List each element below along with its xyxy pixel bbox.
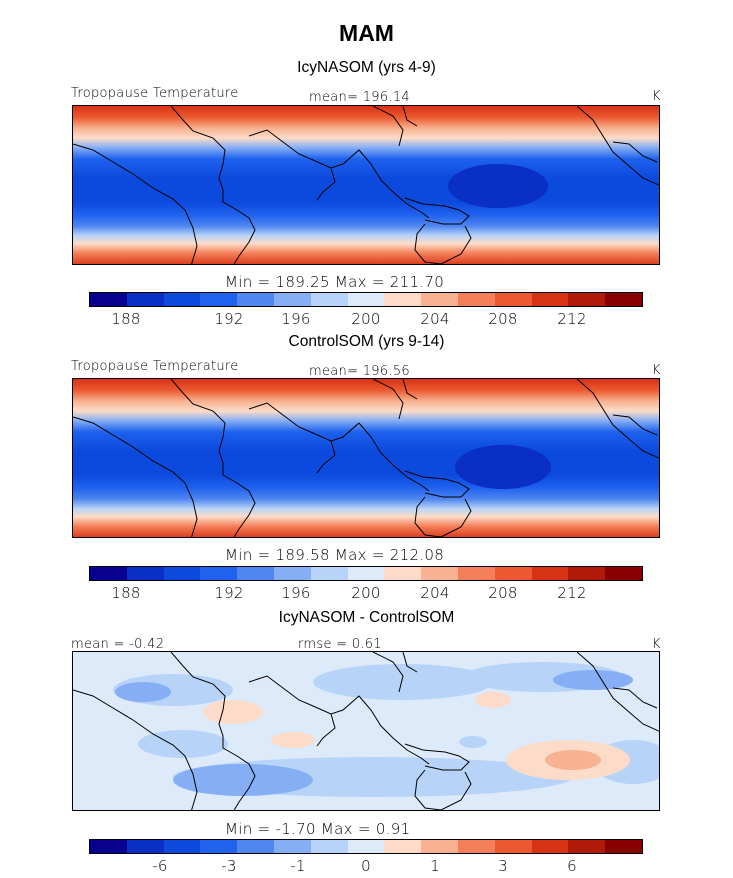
colorbar-swatch (163, 567, 201, 580)
panel-1-tick: 192 (214, 310, 244, 328)
panel-1-minmax: Min = 189.25 Max = 211.70 (225, 273, 445, 291)
colorbar-swatch (531, 840, 569, 853)
panel-2-variable-label: Tropopause Temperature (71, 359, 239, 374)
panel-3-colorbar (89, 839, 643, 854)
colorbar-swatch (531, 293, 569, 306)
panel-1-tick: 212 (557, 310, 587, 328)
colorbar-swatch (90, 293, 127, 306)
colorbar-swatch (494, 293, 532, 306)
colorbar-swatch (200, 567, 238, 580)
colorbar-swatch (163, 293, 201, 306)
panel-3-mean-label: mean = -0.42 (71, 637, 165, 652)
colorbar-swatch (310, 293, 348, 306)
panel-2-title: ControlSOM (yrs 9-14) (288, 333, 445, 350)
colorbar-swatch (421, 567, 458, 580)
colorbar-swatch (90, 567, 127, 580)
panel-1-mean-label: mean= 196.14 (309, 90, 410, 105)
panel-1-map (72, 105, 660, 265)
panel-1-tick: 204 (420, 310, 450, 328)
colorbar-swatch (310, 840, 348, 853)
colorbar-swatch (347, 293, 385, 306)
panel-2-mean-label: mean= 196.56 (309, 364, 410, 379)
colorbar-swatch (273, 840, 311, 853)
panel-2-colorbar (89, 566, 643, 581)
cold-core (455, 445, 551, 489)
panel-1-tick: 196 (281, 310, 311, 328)
panel-1-colorbar (89, 292, 643, 307)
colorbar-swatch (384, 567, 422, 580)
panel-2-units-label: K (652, 363, 661, 378)
panel-1-title: IcyNASOM (yrs 4-9) (297, 59, 436, 76)
panel-2-tick: 208 (488, 584, 518, 602)
colorbar-swatch (605, 840, 642, 853)
colorbar-swatch (384, 840, 422, 853)
anomaly-patches (113, 662, 659, 797)
panel-3-tick: 1 (430, 857, 440, 875)
colorbar-swatch (531, 567, 569, 580)
colorbar-swatch (237, 840, 274, 853)
colorbar-swatch (347, 567, 385, 580)
panel-3-tick: 3 (498, 857, 508, 875)
panel-2-tick: 212 (557, 584, 587, 602)
panel-3-title: IcyNASOM - ControlSOM (278, 609, 455, 626)
coastlines (73, 379, 659, 537)
colorbar-swatch (90, 840, 127, 853)
colorbar-swatch (237, 567, 274, 580)
colorbar-swatch (568, 567, 606, 580)
panel-2-tick: 192 (214, 584, 244, 602)
colorbar-swatch (126, 567, 164, 580)
colorbar-swatch (273, 293, 311, 306)
panel-3-units-label: K (652, 637, 661, 652)
panel-1-units-label: K (652, 89, 661, 104)
colorbar-swatch (605, 293, 642, 306)
colorbar-swatch (347, 840, 385, 853)
colorbar-swatch (126, 840, 164, 853)
colorbar-swatch (421, 293, 458, 306)
colorbar-swatch (568, 293, 606, 306)
colorbar-swatch (457, 293, 495, 306)
panel-3-tick: -6 (152, 857, 168, 875)
panel-3-tick: 0 (361, 857, 371, 875)
colorbar-swatch (163, 840, 201, 853)
colorbar-swatch (494, 567, 532, 580)
panel-3-map (72, 651, 660, 811)
panel-2-tick: 204 (420, 584, 450, 602)
colorbar-swatch (494, 840, 532, 853)
panel-1-tick: 200 (351, 310, 381, 328)
colorbar-swatch (568, 840, 606, 853)
panel-3-tick: -1 (290, 857, 306, 875)
panel-2-tick: 188 (111, 584, 141, 602)
coastlines (73, 652, 659, 810)
panel-1-tick: 188 (111, 310, 141, 328)
coastlines (73, 106, 659, 264)
colorbar-swatch (384, 293, 422, 306)
figure-title: MAM (339, 20, 394, 46)
colorbar-swatch (200, 293, 238, 306)
panel-3-minmax: Min = -1.70 Max = 0.91 (225, 820, 411, 838)
colorbar-swatch (421, 840, 458, 853)
colorbar-swatch (126, 293, 164, 306)
colorbar-swatch (310, 567, 348, 580)
panel-1-tick: 208 (488, 310, 518, 328)
panel-2-minmax: Min = 189.58 Max = 212.08 (225, 546, 445, 564)
cold-core (448, 164, 548, 208)
panel-3-tick: 6 (567, 857, 577, 875)
panel-3-rmse-label: rmse = 0.61 (298, 637, 382, 652)
panel-3-tick: -3 (221, 857, 237, 875)
panel-1-variable-label: Tropopause Temperature (71, 86, 239, 101)
panel-2-tick: 196 (281, 584, 311, 602)
colorbar-swatch (237, 293, 274, 306)
panel-2-map (72, 378, 660, 538)
colorbar-swatch (273, 567, 311, 580)
panel-2-tick: 200 (351, 584, 381, 602)
colorbar-swatch (200, 840, 238, 853)
colorbar-swatch (457, 567, 495, 580)
colorbar-swatch (457, 840, 495, 853)
colorbar-swatch (605, 567, 642, 580)
